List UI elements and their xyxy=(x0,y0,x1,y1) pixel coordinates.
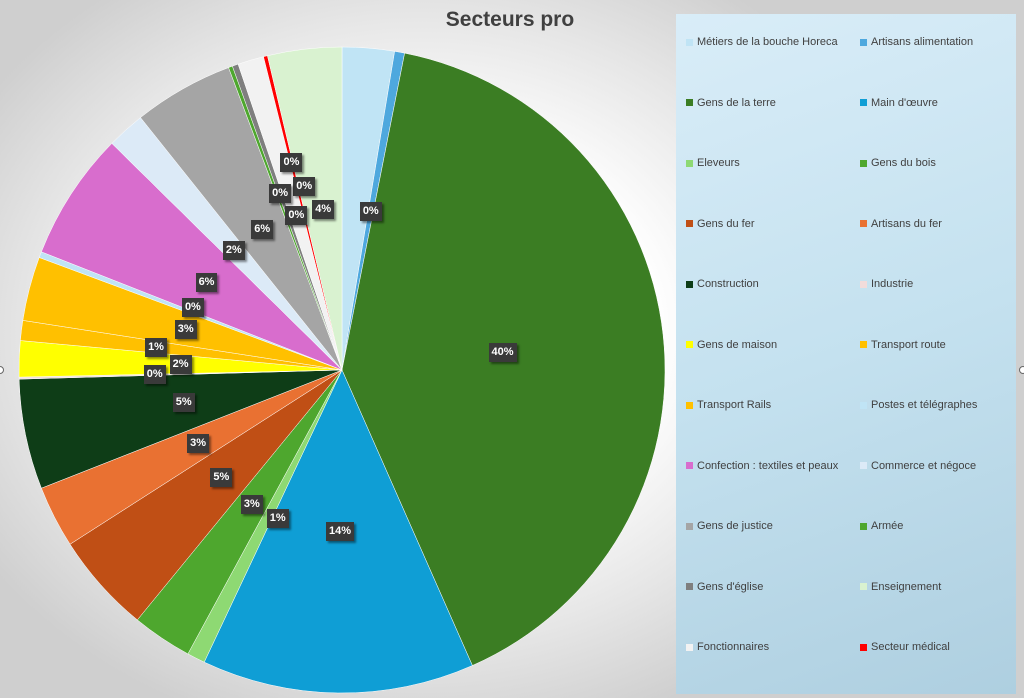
legend-swatch xyxy=(686,522,693,530)
resize-handle-right[interactable] xyxy=(1019,366,1024,374)
data-label: 3% xyxy=(174,319,197,339)
data-label: 0% xyxy=(269,183,291,203)
legend-item: Gens de maison xyxy=(686,339,777,351)
legend-label: Gens de la terre xyxy=(697,96,776,109)
legend-item: Armée xyxy=(860,520,903,532)
legend-label: Enseignement xyxy=(871,580,942,593)
legend-item: Gens du fer xyxy=(686,218,754,230)
legend-swatch xyxy=(860,280,867,288)
data-label: 14% xyxy=(325,521,354,541)
legend-swatch xyxy=(686,462,693,469)
data-label: 0% xyxy=(181,298,204,318)
legend-item: Commerce et négoce xyxy=(860,460,976,472)
data-label: 0% xyxy=(359,201,382,221)
legend-label: Gens d'église xyxy=(697,580,764,593)
legend-label: Commerce et négoce xyxy=(871,459,977,472)
legend-item: Main d'œuvre xyxy=(860,97,938,109)
legend-label: Postes et télégraphes xyxy=(871,399,978,411)
legend-item: Transport route xyxy=(860,339,946,351)
legend-label: Eleveurs xyxy=(697,157,740,169)
data-label: 5% xyxy=(172,392,195,412)
legend-swatch xyxy=(860,341,867,348)
pie-chart xyxy=(18,46,666,694)
legend-swatch xyxy=(686,99,693,106)
legend-label: Gens de justice xyxy=(697,520,773,532)
legend-item: Industrie xyxy=(860,278,913,290)
legend-swatch xyxy=(860,38,867,46)
legend-item: Métiers de la bouche Horeca xyxy=(686,36,838,48)
legend-swatch xyxy=(686,38,693,46)
legend-item: Gens de la terre xyxy=(686,97,776,109)
legend-swatch xyxy=(860,220,867,227)
data-label: 5% xyxy=(210,467,233,487)
legend-swatch xyxy=(686,583,693,590)
legend-label: Gens du fer xyxy=(697,217,755,230)
data-label: 0% xyxy=(293,176,316,196)
data-label: 4% xyxy=(312,200,335,220)
legend-label: Artisans alimentation xyxy=(871,36,974,48)
legend-swatch xyxy=(860,99,867,106)
legend-item: Fonctionnaires xyxy=(686,641,769,653)
legend-label: Industrie xyxy=(871,278,914,290)
data-label: 0% xyxy=(143,365,166,385)
data-label: 3% xyxy=(240,494,263,514)
legend-swatch xyxy=(860,522,867,530)
legend-label: Main d'œuvre xyxy=(871,96,938,109)
data-label: 40% xyxy=(488,342,517,362)
legend-label: Secteur médical xyxy=(871,641,950,653)
data-label: 3% xyxy=(187,433,210,453)
legend-item: Eleveurs xyxy=(686,157,740,169)
legend-label: Construction xyxy=(697,278,759,290)
data-label: 1% xyxy=(145,337,167,357)
legend: Métiers de la bouche Horeca Artisans alim… xyxy=(676,14,1016,694)
legend-item: Artisans alimentation xyxy=(860,36,973,48)
legend-item: Enseignement xyxy=(860,581,941,593)
legend-swatch xyxy=(860,583,867,590)
data-label: 0% xyxy=(285,205,308,225)
legend-swatch xyxy=(686,280,693,288)
legend-label: Armée xyxy=(871,520,904,532)
legend-swatch xyxy=(860,159,867,167)
legend-swatch xyxy=(860,401,867,409)
chart-title: Secteurs pro xyxy=(445,8,575,31)
data-label: 0% xyxy=(280,153,303,173)
data-label: 6% xyxy=(251,220,274,240)
legend-swatch xyxy=(686,159,693,167)
data-label: 2% xyxy=(222,240,245,260)
legend-item: Gens du bois xyxy=(860,157,936,169)
legend-item: Artisans du fer xyxy=(860,218,942,230)
legend-item: Postes et télégraphes xyxy=(860,399,977,411)
legend-swatch xyxy=(860,462,867,469)
legend-swatch xyxy=(686,220,693,227)
data-label: 1% xyxy=(266,508,289,528)
legend-label: Gens de maison xyxy=(697,338,778,351)
data-label: 6% xyxy=(195,272,218,292)
legend-swatch xyxy=(686,341,693,348)
legend-item: Transport Rails xyxy=(686,399,771,411)
legend-item: Gens d'église xyxy=(686,581,763,593)
legend-item: Secteur médical xyxy=(860,641,950,653)
data-label: 2% xyxy=(169,354,192,374)
legend-label: Transport route xyxy=(871,338,946,351)
legend-swatch xyxy=(686,643,693,651)
legend-item: Confection : textiles et peaux xyxy=(686,460,838,472)
legend-item: Construction xyxy=(686,278,759,290)
legend-label: Fonctionnaires xyxy=(697,641,770,653)
legend-label: Métiers de la bouche Horeca xyxy=(697,36,838,48)
legend-label: Artisans du fer xyxy=(871,217,942,230)
legend-label: Gens du bois xyxy=(871,157,936,169)
legend-label: Transport Rails xyxy=(697,399,772,411)
pie-slice[interactable] xyxy=(41,143,343,371)
legend-swatch xyxy=(860,643,867,651)
legend-label: Confection : textiles et peaux xyxy=(697,459,839,472)
legend-item: Gens de justice xyxy=(686,520,773,532)
legend-swatch xyxy=(686,401,693,409)
